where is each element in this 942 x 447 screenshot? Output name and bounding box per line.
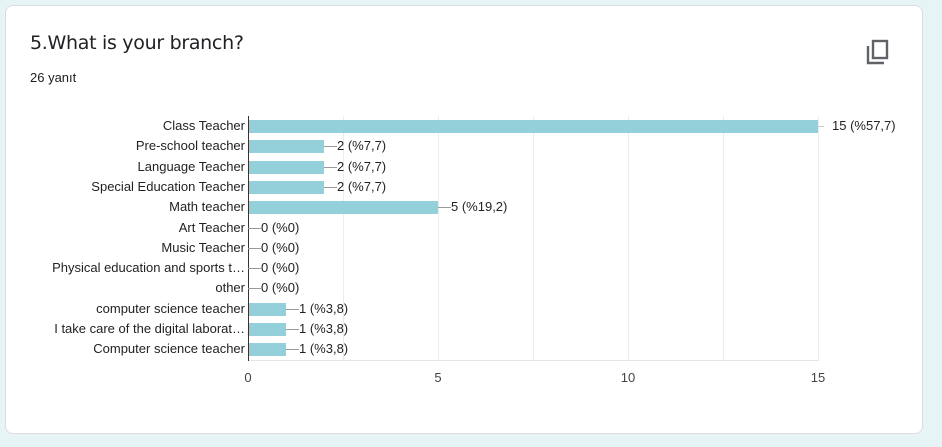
bar[interactable]	[249, 180, 324, 194]
leader-line	[286, 308, 299, 310]
bar[interactable]	[249, 302, 286, 316]
data-label: 0 (%0)	[261, 280, 300, 296]
bar[interactable]	[249, 343, 286, 357]
data-label: 0 (%0)	[261, 219, 300, 235]
category-label: Art Teacher	[178, 219, 245, 235]
bar[interactable]	[249, 201, 438, 215]
bar[interactable]	[249, 160, 324, 174]
gridline	[628, 116, 629, 360]
question-card: 5.What is your branch? 26 yanıt	[5, 5, 923, 434]
category-label: Music Teacher	[161, 239, 245, 255]
data-label: 15 (%57,7)	[832, 118, 896, 133]
data-label: 0 (%0)	[261, 239, 300, 255]
data-label: 1 (%3,8)	[299, 341, 349, 357]
category-label: Math teacher	[169, 199, 245, 215]
gridline	[723, 116, 724, 360]
gridline	[343, 116, 344, 360]
x-tick-label: 15	[810, 370, 826, 385]
x-tick-label: 5	[434, 370, 442, 385]
bar[interactable]	[249, 323, 286, 336]
leader-line	[248, 247, 261, 249]
category-label: Language Teacher	[137, 158, 245, 174]
data-label: 2 (%7,7)	[337, 138, 387, 154]
leader-line	[286, 329, 299, 330]
data-label: 1 (%3,8)	[299, 300, 349, 316]
leader-line	[286, 349, 299, 351]
data-label: 2 (%7,7)	[337, 158, 387, 174]
leader-line	[248, 288, 261, 290]
data-label: 1 (%3,8)	[299, 321, 349, 336]
bar[interactable]	[249, 140, 324, 154]
leader-line	[324, 166, 337, 168]
response-count: 26 yanıt	[30, 70, 77, 85]
category-label: I take care of the digital laborat…	[54, 321, 245, 336]
x-axis-line	[248, 360, 819, 361]
gridline	[818, 116, 819, 360]
bar[interactable]	[249, 120, 818, 133]
data-label: 0 (%0)	[261, 260, 300, 276]
leader-line	[324, 146, 337, 148]
x-tick-label: 0	[244, 370, 252, 385]
leader-line	[324, 186, 337, 188]
category-label: Class Teacher	[162, 118, 245, 133]
question-title: 5.What is your branch?	[30, 32, 244, 54]
leader-line	[248, 227, 261, 229]
gridline	[533, 116, 534, 360]
category-label: Physical education and sports t…	[52, 260, 245, 276]
leader-line	[818, 126, 824, 127]
leader-line	[438, 207, 451, 209]
leader-line	[248, 268, 261, 270]
category-label: Special Education Teacher	[91, 178, 245, 194]
category-label: other	[215, 280, 245, 296]
y-axis-line	[248, 116, 249, 361]
category-label: Computer science teacher	[93, 341, 245, 357]
category-label: Pre-school teacher	[135, 138, 245, 154]
x-tick-label: 10	[620, 370, 636, 385]
gridline	[438, 116, 439, 360]
data-label: 5 (%19,2)	[451, 199, 508, 215]
copy-icon[interactable]	[864, 38, 892, 66]
data-label: 2 (%7,7)	[337, 178, 387, 194]
category-label: computer science teacher	[96, 300, 245, 316]
